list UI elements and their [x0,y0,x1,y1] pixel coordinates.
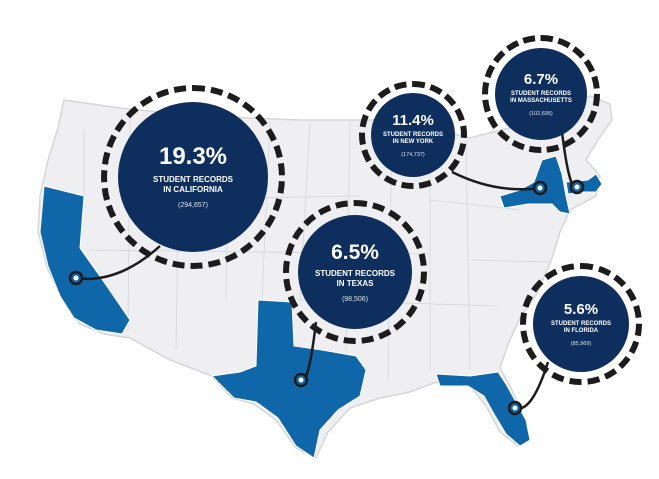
ring-florida [520,263,642,385]
bubble-new-york: 11.4% STUDENT RECORDS IN NEW YORK (174,7… [371,93,455,177]
state-border-line [469,259,551,263]
location-dot-center-new-york [537,185,543,191]
location-dot-center-massachusetts [574,184,580,190]
label-line1: STUDENT RECORDS [550,320,611,327]
label-line1: STUDENT RECORDS [152,175,233,184]
label-massachusetts: STUDENT RECORDS IN MASSACHUSETTS [510,91,572,106]
count-massachusetts: (102,695) [529,110,553,117]
bubble-florida: 5.6% STUDENT RECORDS IN FLORIDA (85,969) [533,276,629,372]
state-california [39,185,131,335]
label-line2: IN MASSACHUSETTS [510,98,572,104]
label-line2: IN CALIFORNIA [163,185,223,194]
label-line1: STUDENT RECORDS [510,90,571,97]
label-line1: STUDENT RECORDS [314,268,395,278]
ring-california [101,85,285,269]
label-line2: IN NEW YORK [392,139,434,145]
count-texas: (98,506) [341,295,369,303]
ring-new-york [359,81,467,189]
location-dot-center-florida [512,405,518,411]
label-florida: STUDENT RECORDS IN FLORIDA [551,321,611,336]
label-new-york: STUDENT RECORDS IN NEW YORK [383,132,443,147]
label-california: STUDENT RECORDS IN CALIFORNIA [153,175,233,195]
state-texas [210,299,367,459]
location-dot-center-california [73,275,79,281]
state-florida [435,371,531,447]
connector-new-york [451,170,541,191]
bubble-massachusetts: 6.7% STUDENT RECORDS IN MASSACHUSETTS (1… [495,48,587,140]
percent-texas: 6.5% [331,240,379,264]
label-line2: IN FLORIDA [563,328,599,334]
ring-massachusetts [482,35,600,153]
label-texas: STUDENT RECORDS IN TEXAS [315,269,395,289]
location-dot-center-texas [298,377,304,383]
bubble-texas: 6.5% STUDENT RECORDS IN TEXAS (98,506) [298,215,412,329]
percent-new-york: 11.4% [392,111,434,129]
count-new-york: (174,737) [401,151,425,158]
count-california: (294,657) [178,202,208,209]
percent-massachusetts: 6.7% [523,70,559,88]
percent-florida: 5.6% [563,300,599,318]
percent-california: 19.3% [158,143,228,170]
label-line2: IN TEXAS [336,278,374,288]
count-florida: (85,969) [570,340,592,347]
label-line1: STUDENT RECORDS [382,131,443,138]
bubble-california: 19.3% STUDENT RECORDS IN CALIFORNIA (294… [118,102,268,252]
ring-texas [283,200,427,344]
